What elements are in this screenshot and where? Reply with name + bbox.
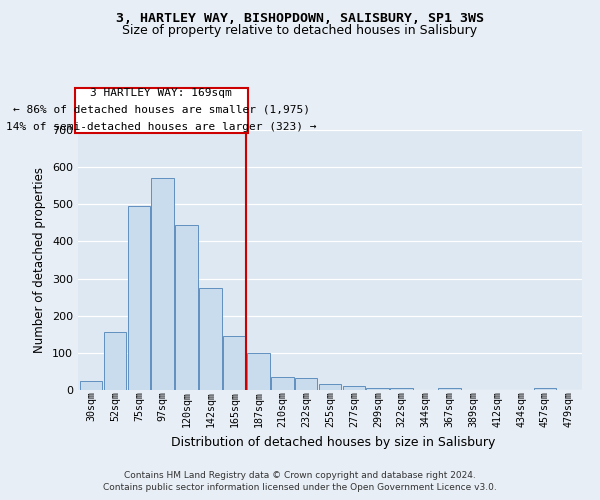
- Text: 14% of semi-detached houses are larger (323) →: 14% of semi-detached houses are larger (…: [6, 122, 317, 132]
- Bar: [343, 386, 365, 390]
- Bar: [533, 388, 556, 390]
- Bar: [247, 353, 269, 390]
- Bar: [199, 288, 222, 390]
- Bar: [295, 378, 317, 390]
- Bar: [80, 380, 103, 390]
- Bar: [175, 224, 198, 390]
- Text: 3, HARTLEY WAY, BISHOPDOWN, SALISBURY, SP1 3WS: 3, HARTLEY WAY, BISHOPDOWN, SALISBURY, S…: [116, 12, 484, 26]
- Text: Size of property relative to detached houses in Salisbury: Size of property relative to detached ho…: [122, 24, 478, 37]
- Bar: [128, 206, 150, 390]
- Text: ← 86% of detached houses are smaller (1,975): ← 86% of detached houses are smaller (1,…: [13, 105, 310, 115]
- Bar: [271, 377, 293, 390]
- Bar: [319, 384, 341, 390]
- Y-axis label: Number of detached properties: Number of detached properties: [34, 167, 46, 353]
- Bar: [438, 388, 461, 390]
- Text: 3 HARTLEY WAY: 169sqm: 3 HARTLEY WAY: 169sqm: [91, 88, 232, 99]
- Bar: [367, 388, 389, 390]
- Bar: [391, 388, 413, 390]
- Text: Contains HM Land Registry data © Crown copyright and database right 2024.: Contains HM Land Registry data © Crown c…: [124, 470, 476, 480]
- Text: Distribution of detached houses by size in Salisbury: Distribution of detached houses by size …: [171, 436, 495, 449]
- Bar: [223, 336, 246, 390]
- Text: Contains public sector information licensed under the Open Government Licence v3: Contains public sector information licen…: [103, 483, 497, 492]
- Bar: [104, 332, 127, 390]
- Bar: [151, 178, 174, 390]
